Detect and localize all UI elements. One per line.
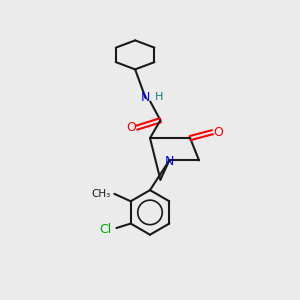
Text: N: N	[141, 92, 150, 104]
Text: O: O	[213, 126, 223, 139]
Text: N: N	[165, 155, 174, 168]
Text: CH₃: CH₃	[92, 189, 111, 199]
Text: Cl: Cl	[99, 223, 111, 236]
Text: O: O	[126, 121, 136, 134]
Text: H: H	[155, 92, 164, 101]
